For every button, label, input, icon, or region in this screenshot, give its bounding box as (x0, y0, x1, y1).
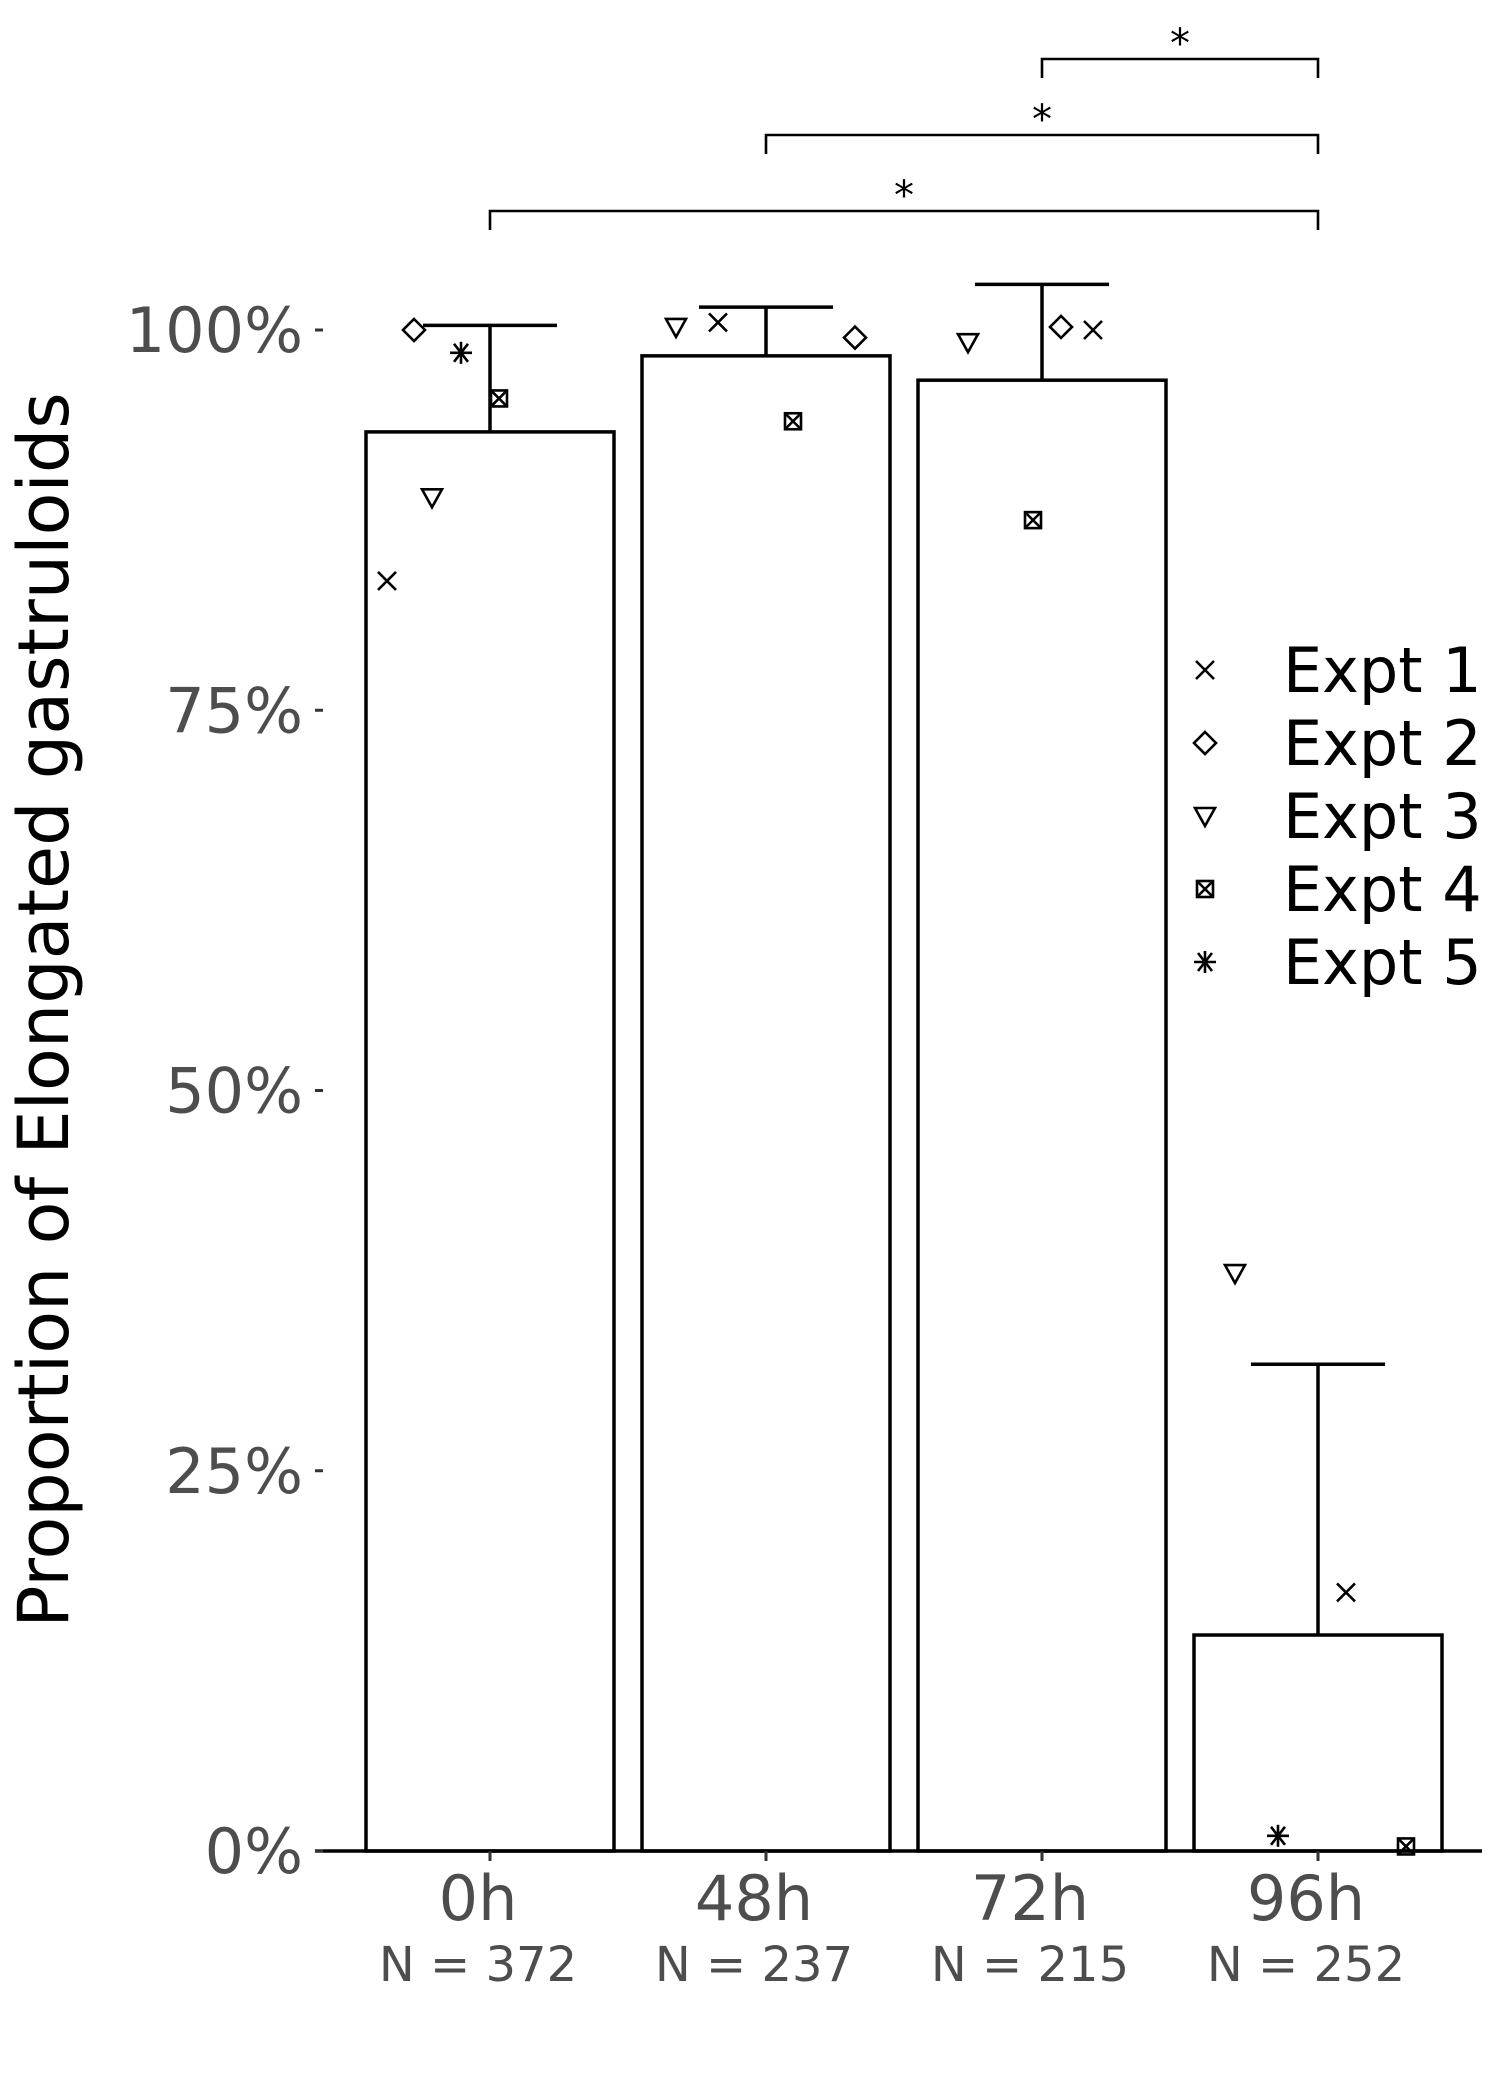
legend-label: Expt 1 (1283, 634, 1482, 707)
point-48h-expt-2 (842, 324, 868, 351)
legend-label: Expt 3 (1283, 780, 1482, 853)
legend-item-expt-3: Expt 3 (1192, 780, 1482, 853)
point-96h-expt-1 (1336, 1582, 1356, 1603)
significance-label: * (894, 173, 914, 219)
y-tick-label: 50% (165, 1055, 303, 1128)
n-count-label: N = 215 (931, 1937, 1129, 1993)
legend-label: Expt 2 (1283, 707, 1482, 780)
bar-48h (640, 354, 892, 1853)
boxed-x-icon (1195, 879, 1215, 899)
point-0h-expt-4 (489, 389, 509, 408)
x-tick-label: 96h (1247, 1862, 1365, 1935)
y-tick-label: 25% (165, 1435, 303, 1508)
significance-label: * (1170, 21, 1190, 67)
point-0h-expt-5 (450, 341, 472, 364)
legend-item-expt-1: Expt 1 (1195, 634, 1482, 707)
y-axis-title: Proportion of Elongated gastruloids (3, 392, 85, 1628)
legend-label: Expt 4 (1283, 853, 1482, 926)
y-tick-label: 75% (165, 674, 303, 747)
error-bar-96h (1251, 1362, 1385, 1636)
legend-item-expt-5: Expt 5 (1194, 926, 1482, 999)
bar-96h (1192, 1633, 1444, 1853)
legend-label: Expt 5 (1283, 926, 1482, 999)
point-72h-expt-4 (1023, 510, 1043, 530)
point-72h-expt-3 (955, 332, 981, 355)
point-72h-expt-1 (1083, 320, 1103, 340)
bar-0h (364, 430, 616, 1853)
point-72h-expt-2 (1048, 314, 1074, 340)
significance-bracket-0h-96h: * (488, 173, 1320, 230)
x-tick-label: 0h (439, 1862, 518, 1935)
x-tick-label: 72h (971, 1862, 1089, 1935)
error-bar-48h (699, 305, 833, 356)
n-count-label: N = 252 (1207, 1937, 1405, 1993)
point-0h-expt-2 (401, 317, 427, 343)
n-count-label: N = 237 (655, 1937, 853, 1993)
legend-item-expt-2: Expt 2 (1192, 707, 1482, 780)
significance-bracket-48h-96h: * (764, 97, 1320, 154)
bar-72h (916, 378, 1168, 1853)
triangle-down-icon (1192, 806, 1218, 829)
n-count-label: N = 372 (379, 1937, 577, 1993)
error-bar-0h (423, 323, 557, 432)
y-tick-label: 0% (205, 1815, 303, 1888)
y-axis-title-group: Proportion of Elongated gastruloids (3, 392, 85, 1628)
point-48h-expt-4 (783, 411, 803, 431)
x-tick-label: 48h (695, 1862, 813, 1935)
point-0h-expt-3 (419, 488, 445, 510)
y-tick-label: 100% (126, 294, 303, 367)
legend-item-expt-4: Expt 4 (1195, 853, 1482, 926)
asterisk-icon (1194, 951, 1216, 973)
point-96h-expt-5 (1267, 1824, 1289, 1847)
point-0h-expt-1 (377, 571, 397, 591)
x-icon (1195, 660, 1215, 680)
significance-label: * (1032, 97, 1052, 143)
error-bar-72h (975, 282, 1109, 381)
diamond-icon (1192, 730, 1218, 756)
point-48h-expt-1 (708, 312, 728, 333)
point-48h-expt-3 (663, 317, 689, 340)
point-96h-expt-3 (1222, 1263, 1248, 1286)
significance-bracket-72h-96h: * (1040, 21, 1320, 78)
